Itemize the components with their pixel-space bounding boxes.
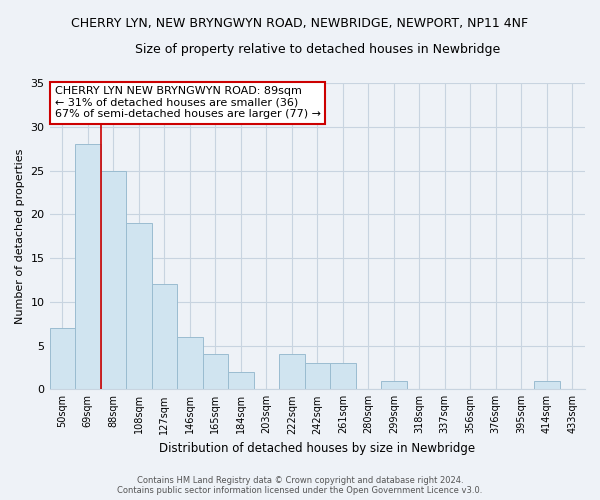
Bar <box>330 363 356 390</box>
Text: CHERRY LYN NEW BRYNGWYN ROAD: 89sqm
← 31% of detached houses are smaller (36)
67: CHERRY LYN NEW BRYNGWYN ROAD: 89sqm ← 31… <box>55 86 321 120</box>
Y-axis label: Number of detached properties: Number of detached properties <box>15 148 25 324</box>
Bar <box>50 328 75 390</box>
Bar <box>126 223 152 390</box>
Bar <box>177 337 203 390</box>
Bar <box>534 380 560 390</box>
Bar <box>203 354 228 390</box>
Title: Size of property relative to detached houses in Newbridge: Size of property relative to detached ho… <box>134 42 500 56</box>
Bar <box>228 372 254 390</box>
Bar <box>101 170 126 390</box>
X-axis label: Distribution of detached houses by size in Newbridge: Distribution of detached houses by size … <box>159 442 475 455</box>
Bar <box>279 354 305 390</box>
Text: CHERRY LYN, NEW BRYNGWYN ROAD, NEWBRIDGE, NEWPORT, NP11 4NF: CHERRY LYN, NEW BRYNGWYN ROAD, NEWBRIDGE… <box>71 18 529 30</box>
Bar <box>75 144 101 390</box>
Text: Contains HM Land Registry data © Crown copyright and database right 2024.
Contai: Contains HM Land Registry data © Crown c… <box>118 476 482 495</box>
Bar <box>305 363 330 390</box>
Bar <box>381 380 407 390</box>
Bar <box>152 284 177 390</box>
